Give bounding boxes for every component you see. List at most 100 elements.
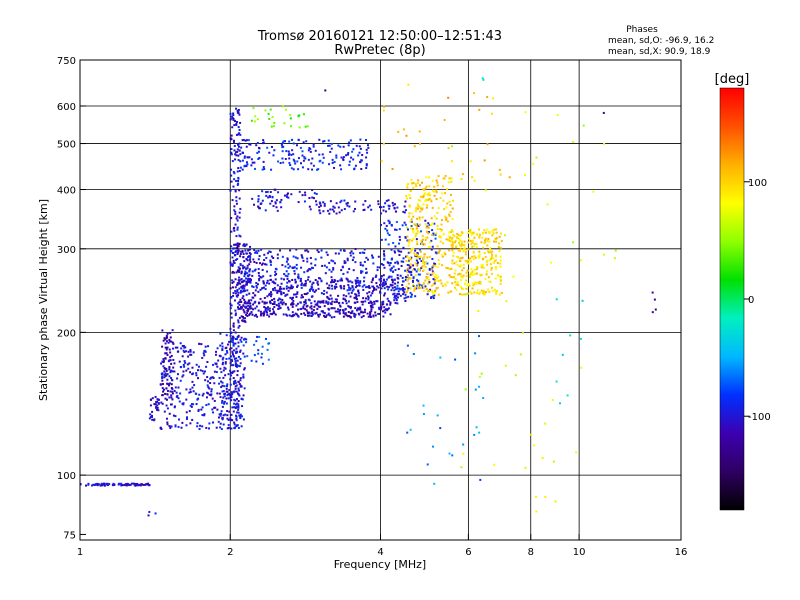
data-point [532, 162, 535, 165]
data-point [310, 285, 313, 288]
data-point [252, 303, 255, 306]
data-point [256, 283, 259, 286]
data-point [284, 265, 287, 268]
data-point [379, 308, 382, 311]
data-point [262, 275, 265, 278]
data-point [368, 313, 371, 316]
data-point [373, 300, 376, 303]
data-point [495, 231, 498, 234]
data-point [439, 279, 442, 282]
data-point [473, 92, 476, 95]
data-point [219, 332, 222, 335]
data-point [498, 235, 501, 238]
data-point [319, 305, 322, 308]
data-point [259, 314, 262, 317]
data-point [408, 241, 411, 244]
data-point [276, 290, 279, 293]
data-point [404, 209, 407, 212]
y-tick-label: 200 [57, 328, 76, 339]
data-point [383, 258, 386, 261]
data-point [365, 267, 368, 270]
data-point [324, 89, 327, 92]
data-point [226, 427, 229, 430]
data-point [210, 388, 213, 391]
data-point [333, 316, 336, 319]
data-point [407, 270, 410, 273]
data-point [324, 272, 327, 275]
data-point [419, 250, 422, 253]
data-point [431, 233, 434, 236]
data-point [176, 346, 179, 349]
data-point [482, 266, 485, 269]
data-point [422, 264, 425, 267]
data-point [263, 310, 266, 313]
data-point [456, 263, 459, 266]
data-point [203, 370, 206, 373]
data-point [383, 105, 386, 108]
data-point [495, 266, 498, 269]
data-point [312, 164, 315, 167]
data-point [364, 272, 367, 275]
data-point [458, 293, 461, 296]
data-point [422, 404, 425, 407]
data-point [437, 251, 440, 254]
data-point [154, 403, 157, 406]
data-point [364, 300, 367, 303]
data-point [216, 365, 219, 368]
data-point [198, 428, 201, 431]
data-point [373, 287, 376, 290]
data-point [230, 115, 233, 118]
data-point [416, 227, 419, 230]
data-point [174, 346, 177, 349]
data-point [473, 291, 476, 294]
data-point [382, 109, 385, 112]
data-point [374, 314, 377, 317]
data-point [314, 278, 317, 281]
data-point [460, 240, 463, 243]
data-point [380, 212, 383, 215]
data-point [469, 290, 472, 293]
data-point [265, 263, 268, 266]
info-box-line1: mean, sd,O: -96.9, 16.2 [608, 36, 714, 46]
data-point [203, 413, 206, 416]
data-point [448, 268, 451, 271]
data-point [272, 256, 275, 259]
data-point [246, 355, 249, 358]
data-point [237, 364, 240, 367]
data-point [346, 257, 349, 260]
data-point [241, 285, 244, 288]
data-point [238, 270, 241, 273]
data-point [398, 242, 401, 245]
data-point [237, 291, 240, 294]
data-point [295, 248, 298, 251]
data-point [333, 160, 336, 163]
data-point [381, 283, 384, 286]
data-point [188, 362, 191, 365]
data-point [404, 269, 407, 272]
data-point [161, 372, 164, 375]
data-point [369, 315, 372, 318]
data-point [232, 342, 235, 345]
data-point [246, 302, 249, 305]
data-point [190, 403, 193, 406]
data-point [367, 301, 370, 304]
data-point [320, 279, 323, 282]
data-point [432, 271, 435, 274]
data-point [404, 255, 407, 258]
data-point [281, 141, 284, 144]
data-point [269, 202, 272, 205]
data-point [263, 302, 266, 305]
data-point [267, 112, 270, 115]
data-point [411, 279, 414, 282]
data-point [463, 240, 466, 243]
data-point [270, 145, 273, 148]
data-point [414, 183, 417, 186]
data-point [236, 370, 239, 373]
data-point [166, 332, 169, 335]
data-point [402, 293, 405, 296]
data-point [359, 261, 362, 264]
data-point [449, 193, 452, 196]
data-point [340, 209, 343, 212]
data-point [388, 264, 391, 267]
data-point [436, 184, 439, 187]
